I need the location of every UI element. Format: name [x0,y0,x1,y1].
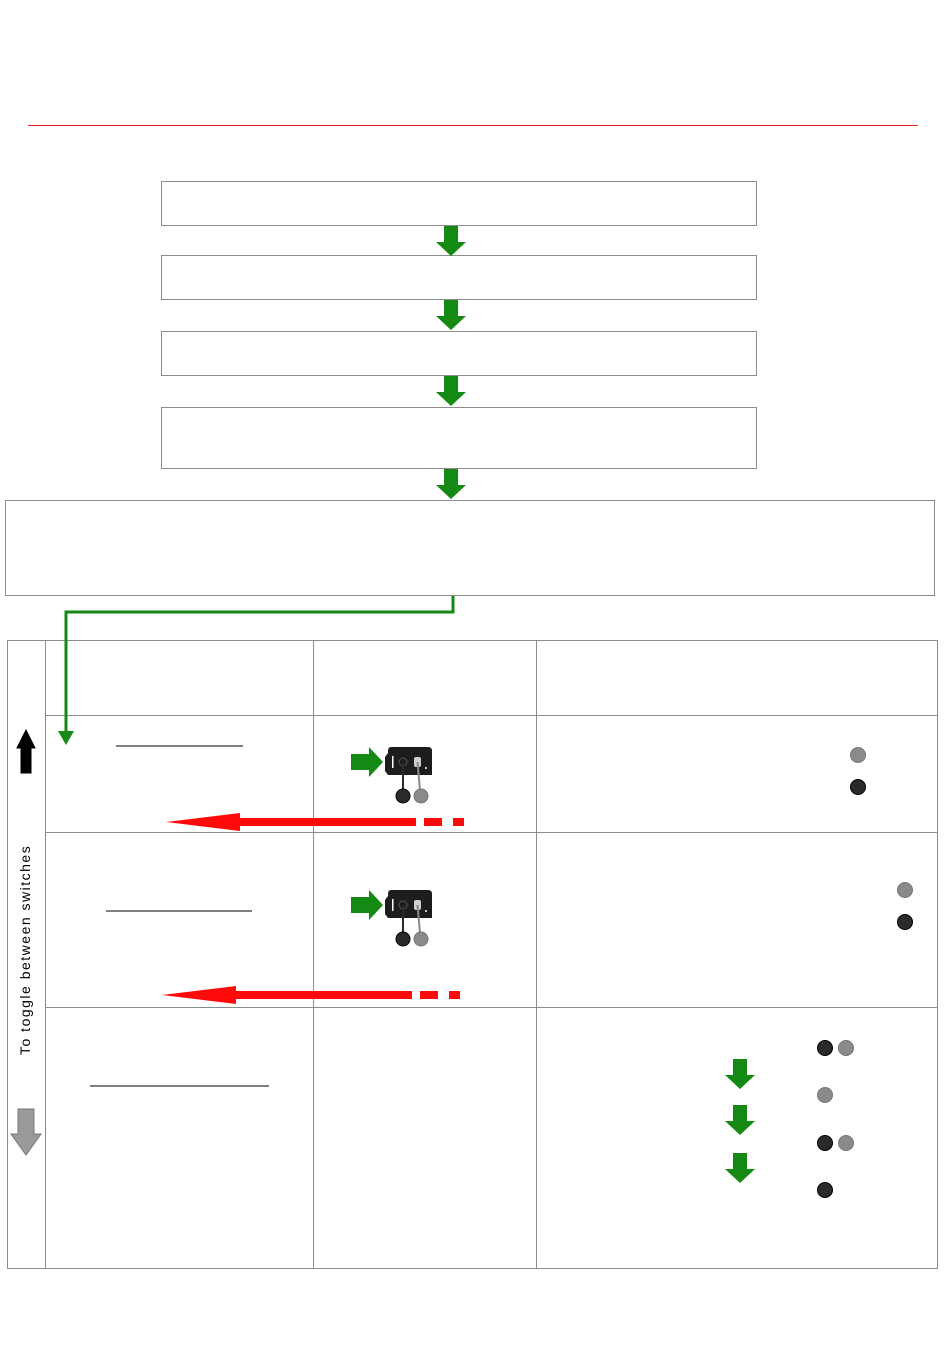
dark-led-icon [817,1182,833,1198]
sequence-down-arrow-icon [725,1153,755,1183]
flow-down-arrow-icon [436,226,466,256]
gray-led-icon [838,1040,854,1056]
table-row-divider-2 [45,832,938,833]
toggle-table [7,640,938,1269]
flow-step-5 [5,500,935,596]
table-col-divider-2 [313,640,314,1269]
red-left-arrow-icon [166,813,464,831]
flow-down-arrow-icon [436,300,466,330]
flow-step-1 [161,181,757,226]
flow-step-4 [161,407,757,469]
table-row-divider-3 [45,1007,938,1008]
connector-arrowhead-icon [58,731,74,745]
sequence-down-arrow-icon [725,1059,755,1089]
gray-led-icon [850,747,866,763]
gray-down-arrow-icon [10,1108,42,1156]
flow-step-3 [161,331,757,376]
table-col-divider-3 [536,640,537,1269]
flow-down-arrow-icon [436,469,466,499]
red-left-arrow-icon [162,986,460,1004]
dark-led-icon [817,1135,833,1151]
switch-device-icon [384,746,433,804]
dark-led-icon [850,779,866,795]
flow-down-arrow-icon [436,376,466,406]
black-up-arrow-icon [16,728,36,774]
flow-step-2 [161,255,757,300]
pointer-arrow-icon [351,747,383,777]
pointer-arrow-icon [351,890,383,920]
gray-led-icon [838,1135,854,1151]
switch-device-icon [384,889,433,947]
table-row-divider-1 [45,715,938,716]
gray-led-icon [817,1087,833,1103]
dark-led-icon [817,1040,833,1056]
elbow-connector [64,596,455,733]
dark-led-icon [897,914,913,930]
table-col-divider-1 [45,640,46,1269]
header-rule [28,125,918,126]
gray-led-icon [897,882,913,898]
sequence-down-arrow-icon [725,1105,755,1135]
